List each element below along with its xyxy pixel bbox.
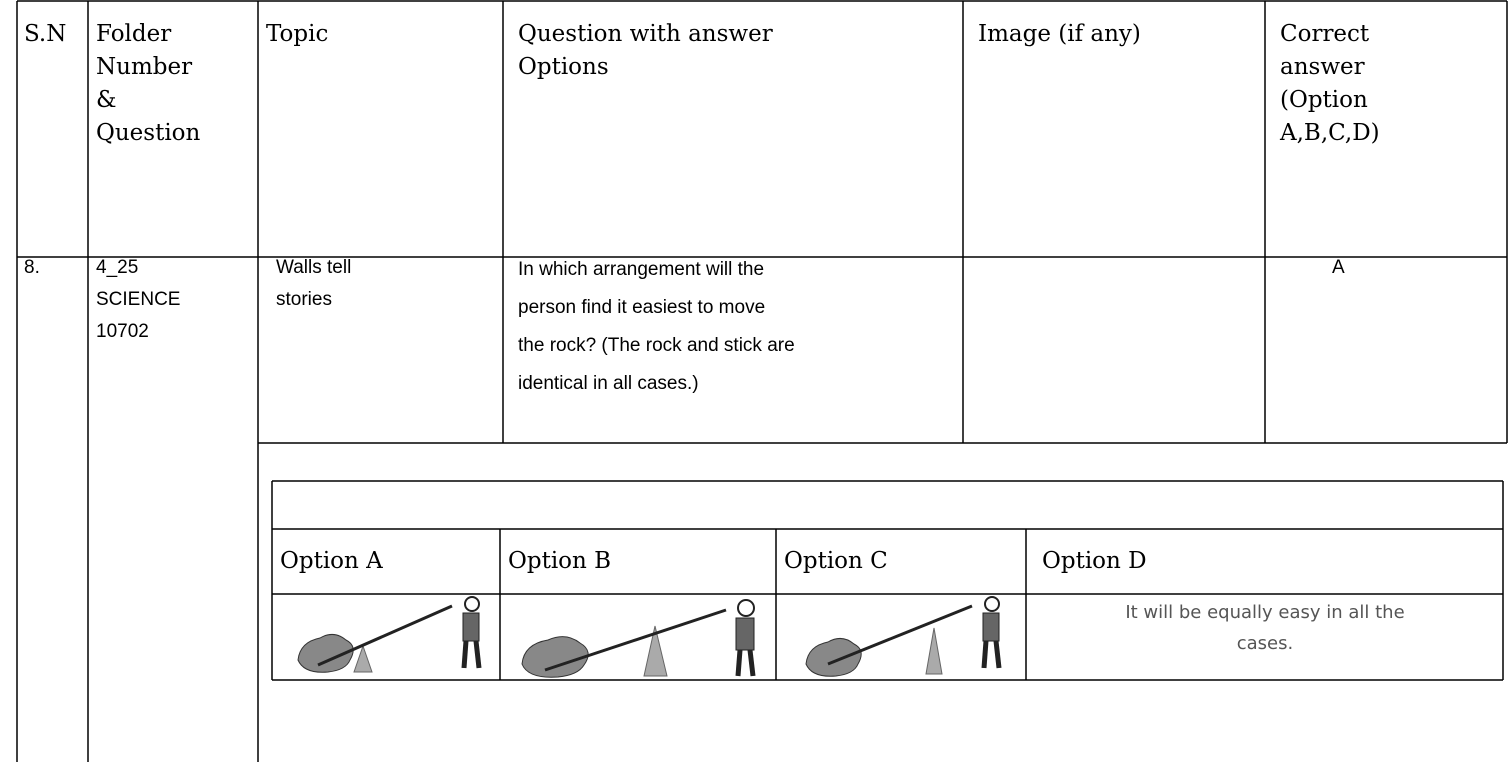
option-text: It will be equally easy in all the [1125, 602, 1405, 623]
cell-text: 4_25 [96, 257, 139, 278]
header-text: Question with answer [518, 21, 773, 47]
lever-b [521, 599, 756, 678]
option-label: Option B [508, 545, 611, 578]
header-text: Folder [96, 21, 172, 47]
header-cell: Folder Number & Question [96, 18, 200, 150]
cell-text: Walls tell [276, 257, 352, 278]
lever-a [297, 596, 482, 673]
option-label: Option C [784, 545, 888, 578]
header-text: & [96, 87, 117, 113]
header-cell: Topic [266, 18, 328, 51]
header-cell: S.N [24, 18, 66, 51]
header-text: Topic [266, 21, 329, 47]
cell: Walls tell stories [276, 252, 351, 316]
cell-text: 10702 [96, 321, 149, 342]
cell-text: stories [276, 289, 332, 310]
cell-text: A [1332, 257, 1345, 278]
cell-text: person find it easiest to move [518, 297, 766, 318]
cell-text: SCIENCE [96, 289, 181, 310]
cell: In which arrangement will the person fin… [518, 251, 795, 403]
option-d-text: It will be equally easy in all the cases… [1028, 597, 1502, 659]
header-text: answer [1280, 54, 1365, 80]
header-text: Options [518, 54, 609, 80]
header-cell: Question with answer Options [518, 18, 773, 84]
header-text: S.N [24, 21, 67, 47]
cell: 8. [24, 252, 40, 284]
header-cell: Image (if any) [978, 18, 1141, 51]
option-text: Option D [1042, 548, 1147, 574]
header-cell: Correct answer (Option A,B,C,D) [1280, 18, 1380, 150]
cell-text: In which arrangement will the [518, 259, 765, 280]
option-label: Option A [280, 545, 383, 578]
option-text: Option A [280, 548, 383, 574]
option-label: Option D [1042, 545, 1147, 578]
header-text: Correct [1280, 21, 1370, 47]
option-text: cases. [1236, 633, 1294, 654]
cell: A [1332, 252, 1345, 284]
option-text: Option C [784, 548, 888, 574]
header-text: (Option [1280, 87, 1368, 113]
option-text: Option B [508, 548, 612, 574]
cell: 4_25 SCIENCE 10702 [96, 252, 180, 348]
cell-text: the rock? (The rock and stick are [518, 335, 795, 356]
cell-text: 8. [24, 257, 40, 278]
header-text: Question [96, 120, 201, 146]
header-text: Image (if any) [978, 21, 1141, 47]
header-text: Number [96, 54, 193, 80]
cell-text: identical in all cases.) [518, 373, 699, 394]
lever-c [805, 596, 1002, 677]
header-text: A,B,C,D) [1280, 120, 1380, 146]
